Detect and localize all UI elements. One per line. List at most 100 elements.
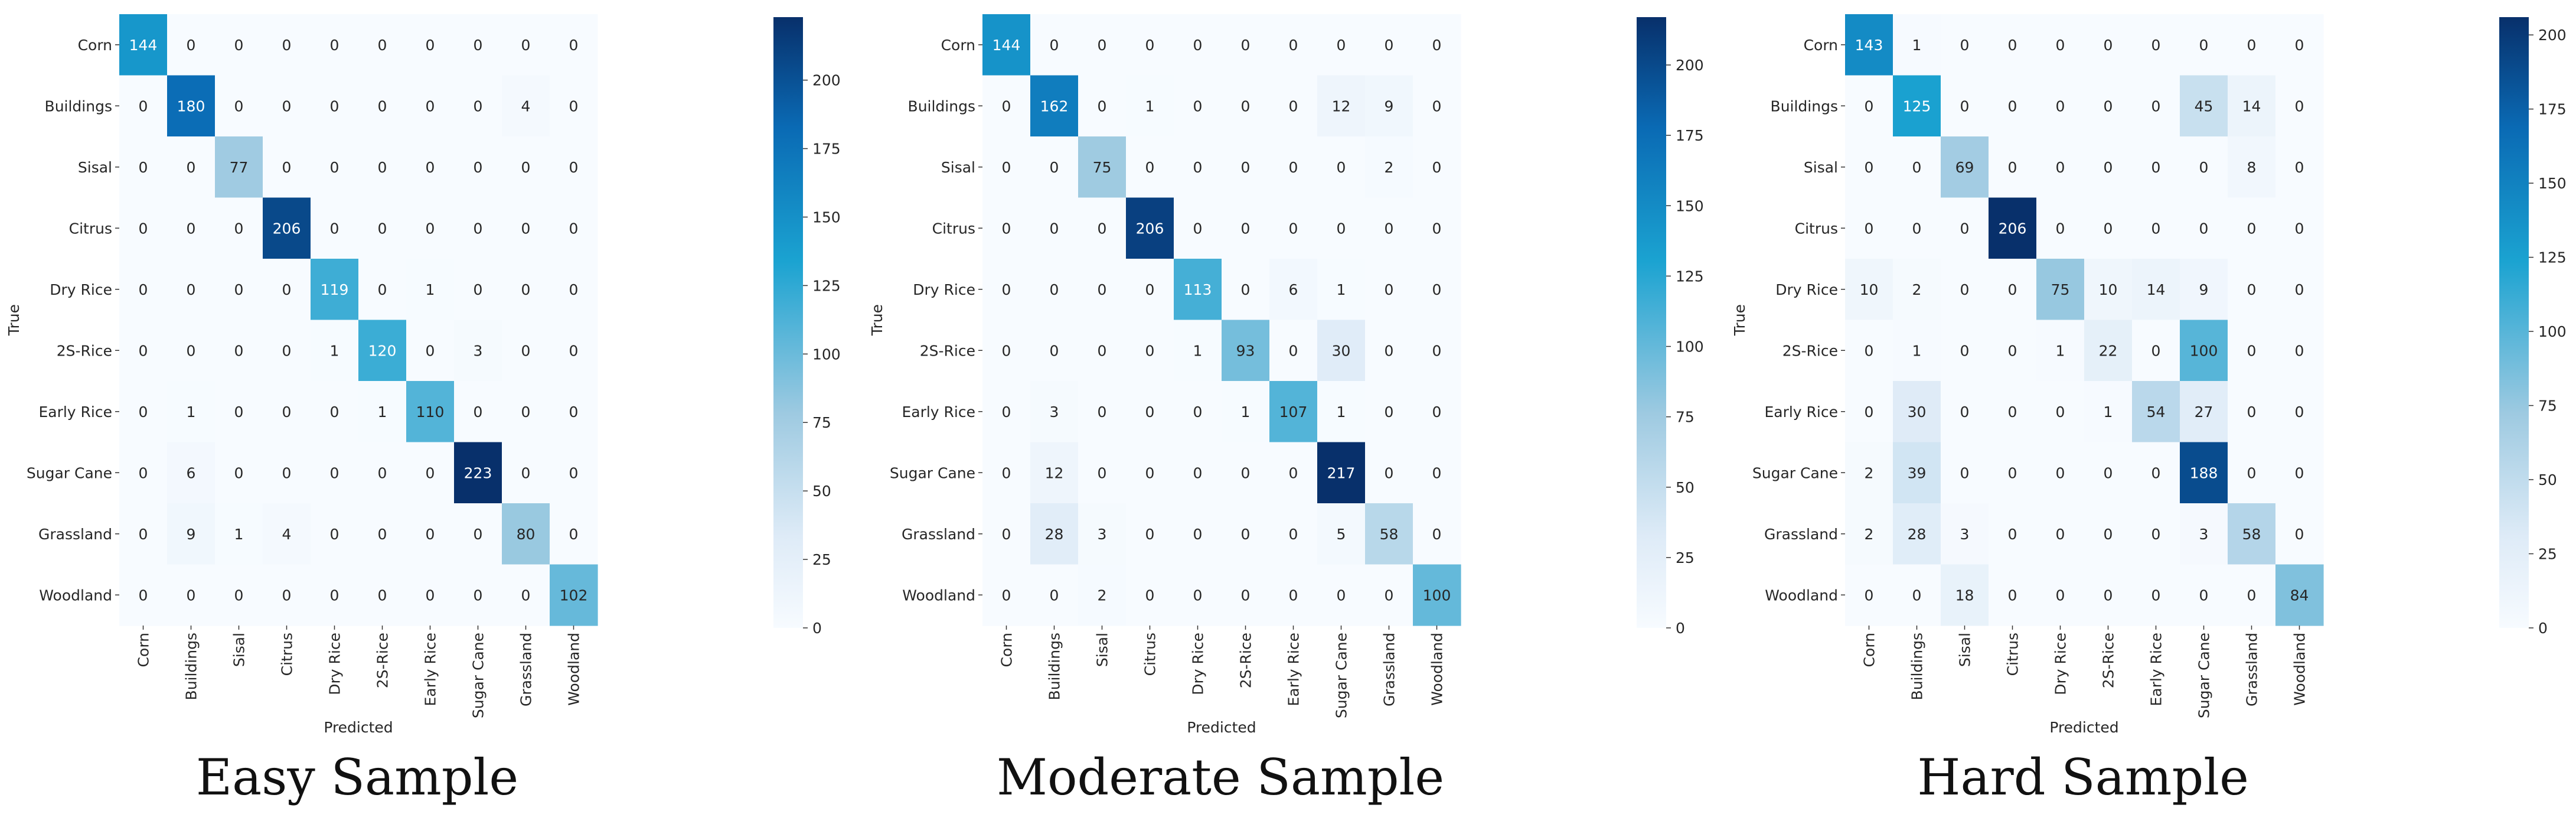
heatmap-cell <box>167 320 216 382</box>
heatmap-cell <box>1126 503 1174 565</box>
heatmap-cell <box>263 14 311 76</box>
cell-value-label: 0 <box>1050 281 1059 298</box>
heatmap-cell <box>1174 381 1222 443</box>
heatmap-cell <box>1317 75 1366 137</box>
colorbar-tick-label: 75 <box>812 414 831 431</box>
colorbar-tick-label: 50 <box>812 483 831 500</box>
y-tick-label: Corn <box>941 37 975 54</box>
colorbar <box>2499 17 2529 628</box>
cell-value-label: 0 <box>1960 403 1970 421</box>
heatmap-cell <box>2228 14 2276 76</box>
cell-value-label: 0 <box>521 37 531 54</box>
heatmap-cell <box>215 381 263 443</box>
cell-value-label: 0 <box>1337 220 1346 237</box>
heatmap-cell <box>1941 320 1989 382</box>
cell-value-label: 0 <box>2008 281 2017 298</box>
y-tick-label: Citrus <box>69 220 112 237</box>
heatmap-cell <box>550 14 598 76</box>
cell-value-label: 0 <box>1385 281 1394 298</box>
cell-value-label: 119 <box>321 281 349 298</box>
cell-value-label: 0 <box>1960 37 1970 54</box>
cell-value-label: 0 <box>2104 464 2113 481</box>
heatmap-cell <box>2275 381 2324 443</box>
cell-value-label: 0 <box>282 403 292 421</box>
cell-value-label: 0 <box>2151 342 2161 359</box>
heatmap-cell <box>982 75 1031 137</box>
heatmap-cell <box>1893 136 1941 198</box>
heatmap-cell <box>1413 14 1461 76</box>
heatmap-cell <box>1989 381 2037 443</box>
cell-value-label: 0 <box>426 342 435 359</box>
heatmap-cell <box>1269 320 1318 382</box>
cell-value-label: 9 <box>2199 281 2209 298</box>
cell-value-label: 0 <box>2151 220 2161 237</box>
heatmap-cell <box>1845 259 1893 321</box>
heatmap-cell <box>1222 320 1270 382</box>
cell-value-label: 1 <box>1193 342 1203 359</box>
cell-value-label: 0 <box>2056 37 2065 54</box>
y-tick-label: Sugar Cane <box>1752 464 1838 481</box>
cell-value-label: 0 <box>569 37 579 54</box>
cell-value-label: 69 <box>1955 159 1974 176</box>
heatmap-cell <box>454 259 502 321</box>
cell-value-label: 0 <box>2008 159 2017 176</box>
heatmap-cell <box>263 259 311 321</box>
cell-value-label: 0 <box>1289 159 1298 176</box>
heatmap-cell <box>1893 75 1941 137</box>
cell-value-label: 100 <box>1423 587 1451 604</box>
heatmap-cell <box>2275 503 2324 565</box>
cell-value-label: 0 <box>426 464 435 481</box>
colorbar-tick-label: 25 <box>1676 549 1695 566</box>
cell-value-label: 0 <box>1002 587 1011 604</box>
cell-value-label: 0 <box>282 37 292 54</box>
cell-value-label: 0 <box>521 281 531 298</box>
heatmap-cell <box>2132 75 2180 137</box>
cell-value-label: 0 <box>521 587 531 604</box>
cell-value-label: 0 <box>2104 37 2113 54</box>
heatmap-cell <box>1126 75 1174 137</box>
heatmap-cell <box>1317 381 1366 443</box>
heatmap-cell <box>1078 320 1127 382</box>
cell-value-label: 0 <box>234 342 244 359</box>
heatmap-cell <box>215 75 263 137</box>
cell-value-label: 58 <box>1380 526 1399 543</box>
cell-value-label: 4 <box>282 526 292 543</box>
y-axis-label: True <box>5 304 22 336</box>
cell-value-label: 22 <box>2099 342 2118 359</box>
cell-value-label: 0 <box>282 159 292 176</box>
cell-value-label: 0 <box>139 403 148 421</box>
heatmap-cell <box>1365 259 1413 321</box>
cell-value-label: 0 <box>1002 97 1011 115</box>
heatmap-cell <box>1030 503 1079 565</box>
heatmap-cell <box>1317 259 1366 321</box>
heatmap-cell <box>215 564 263 626</box>
colorbar-tick-label: 100 <box>812 346 841 363</box>
heatmap-cell <box>1989 259 2037 321</box>
cell-value-label: 6 <box>187 464 196 481</box>
cell-value-label: 0 <box>1289 97 1298 115</box>
heatmap-cell <box>167 564 216 626</box>
cell-value-label: 0 <box>139 220 148 237</box>
cell-value-label: 0 <box>1289 464 1298 481</box>
x-tick-label: Woodland <box>2291 633 2309 706</box>
cell-value-label: 102 <box>560 587 588 604</box>
heatmap-cell <box>1126 381 1174 443</box>
heatmap-cell <box>358 197 407 259</box>
cell-value-label: 0 <box>378 220 387 237</box>
heatmap-cell <box>1941 503 1989 565</box>
heatmap-cell <box>358 381 407 443</box>
heatmap-cell <box>119 564 168 626</box>
heatmap-cell <box>1269 197 1318 259</box>
cell-value-label: 0 <box>1385 220 1394 237</box>
x-tick-label: Grassland <box>518 633 535 706</box>
heatmap-cell <box>2180 75 2228 137</box>
cell-value-label: 0 <box>2199 37 2209 54</box>
heatmap-cell <box>982 136 1031 198</box>
cell-value-label: 0 <box>2104 526 2113 543</box>
heatmap-cell <box>550 259 598 321</box>
y-tick-label: Woodland <box>902 587 975 604</box>
heatmap-cell <box>2228 381 2276 443</box>
cell-value-label: 0 <box>2199 587 2209 604</box>
heatmap-cell <box>1413 320 1461 382</box>
heatmap-cell <box>982 197 1031 259</box>
